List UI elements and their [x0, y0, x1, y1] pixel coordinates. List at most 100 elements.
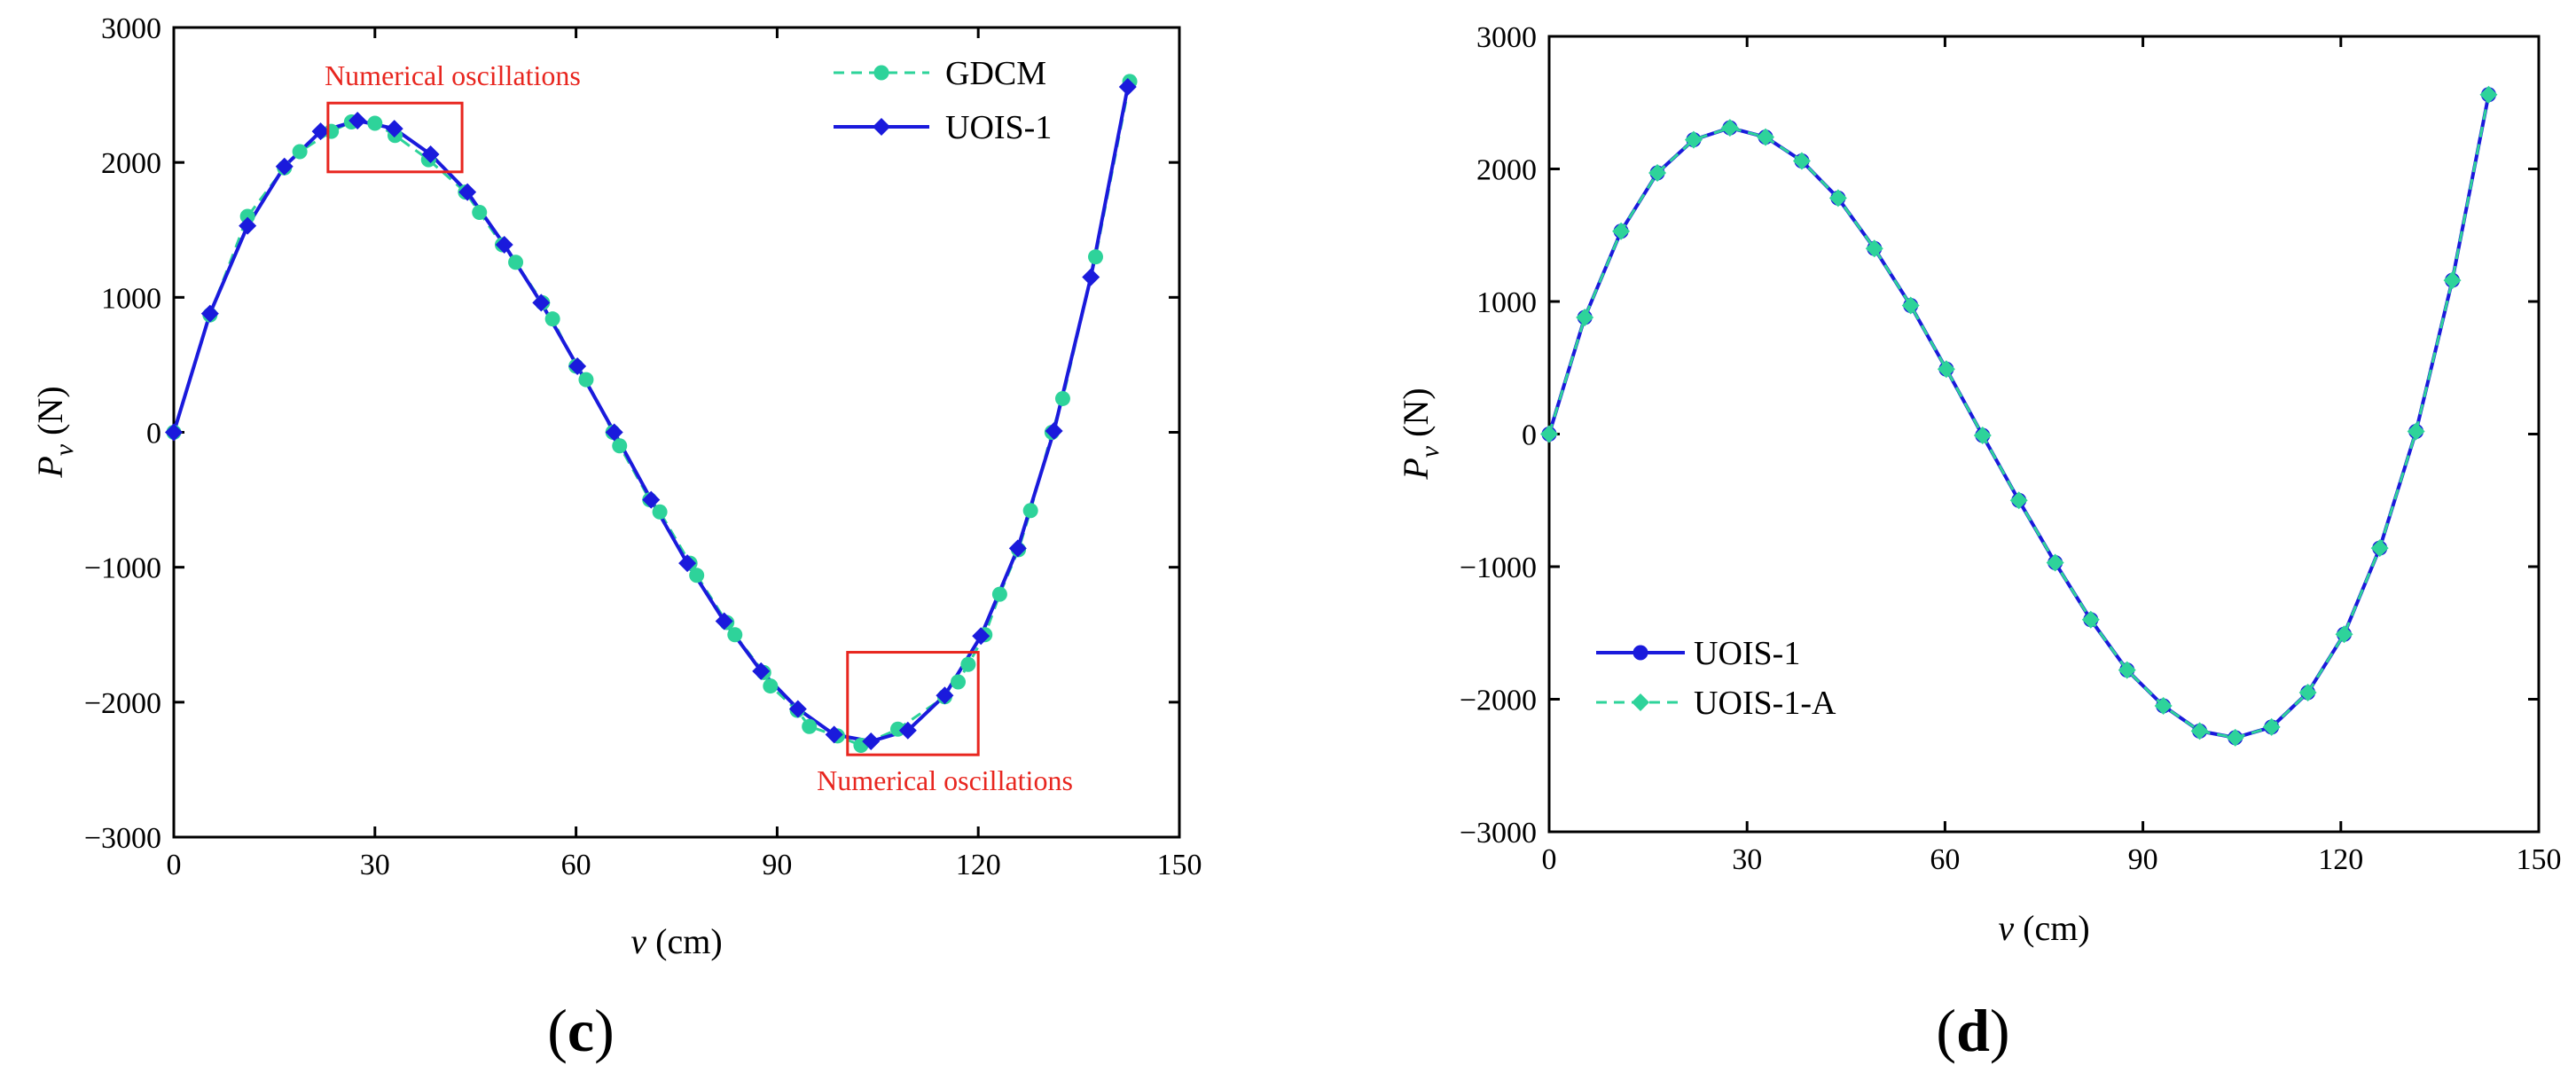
y-tick-label: −2000	[1460, 685, 1537, 717]
data-point-uois-1-a	[1973, 426, 1992, 444]
data-point-uois-1	[200, 304, 219, 323]
data-point-uois-1	[1008, 539, 1027, 558]
x-tick-label: 120	[2318, 843, 2363, 876]
legend-label-uois-1-a: UOIS-1-A	[1694, 685, 1836, 722]
data-point-uois-1-a	[2118, 661, 2136, 679]
data-point-uois-1-a	[2226, 728, 2244, 747]
data-point-uois-1-a	[2190, 722, 2209, 740]
oscillation-annotation-label: Numerical oscillations	[325, 59, 581, 91]
data-point-gdcm	[991, 586, 1007, 602]
data-point-uois-1-a	[2479, 85, 2498, 104]
data-point-gdcm	[1054, 390, 1070, 406]
data-point-uois-1	[972, 627, 990, 646]
annotation-layer: Numerical oscillations Numerical oscillat…	[325, 59, 1073, 796]
data-point-gdcm	[960, 656, 976, 672]
y-tick-label: −3000	[1460, 817, 1537, 850]
data-point-gdcm	[367, 115, 383, 131]
data-point-uois-1-a	[1792, 152, 1811, 170]
panel-d-chart: 0 30 60 90 120 150 −3000 −2000 −1000 0 1000 2000 300…	[1396, 21, 2562, 1064]
data-point-gdcm	[1022, 503, 1038, 519]
axis-ticks: 0 30 60 90 120 150 −3000 −2000 −1000 0 1000 2000 300…	[84, 12, 1202, 881]
data-point-gdcm	[544, 311, 560, 327]
legend-label-uois-1: UOIS-1	[1694, 635, 1800, 672]
data-point-uois-1-a	[1648, 163, 1667, 182]
x-tick-label: 120	[956, 849, 1001, 881]
data-point-uois-1-a	[2370, 539, 2389, 558]
data-point-uois-1-a	[1684, 130, 1703, 149]
data-point-uois-1	[752, 662, 771, 680]
data-point-uois-1	[421, 145, 440, 164]
legend: UOIS-1 UOIS-1-A	[1596, 635, 1836, 722]
data-point-uois-1-a	[1937, 360, 1955, 379]
data-point-uois-1-a	[2443, 271, 2462, 290]
y-axis-unit: (N)	[1396, 388, 1436, 446]
data-point-uois-1-a	[2262, 717, 2281, 736]
series-line-uois-1-a	[1547, 94, 2490, 740]
series-line-uois-1	[172, 86, 1130, 743]
data-point-uois-1	[348, 111, 367, 129]
data-point-uois-1-a	[1865, 239, 1883, 258]
data-point-uois-1-a	[1540, 425, 1558, 443]
y-tick-label: 3000	[1476, 21, 1537, 54]
data-point-uois-1	[1082, 268, 1100, 286]
x-tick-label: 90	[2128, 843, 2158, 876]
data-point-gdcm	[802, 718, 818, 734]
data-point-gdcm	[578, 372, 594, 388]
data-point-uois-1	[239, 216, 257, 235]
data-point-gdcm	[292, 144, 308, 160]
series-layer	[1540, 85, 2498, 747]
panel-label-c: (c)	[547, 997, 615, 1064]
x-tick-label: 90	[762, 849, 792, 881]
data-point-uois-1	[898, 721, 917, 740]
data-point-gdcm	[472, 204, 488, 220]
x-tick-label: 60	[561, 849, 591, 881]
legend-marker-uois-1	[873, 118, 890, 136]
data-point-uois-1-a	[2335, 625, 2353, 644]
axis-ticks: 0 30 60 90 120 150 −3000 −2000 −1000 0 1000 2000 300…	[1460, 21, 2562, 876]
data-point-uois-1-a	[1720, 119, 1739, 137]
data-point-uois-1-a	[2081, 610, 2100, 629]
x-tick-label: 30	[360, 849, 390, 881]
data-point-uois-1	[715, 612, 733, 630]
y-axis-variable: P	[1396, 458, 1436, 480]
y-axis-variable: P	[30, 456, 70, 478]
data-point-gdcm	[727, 627, 743, 643]
data-point-gdcm	[508, 255, 524, 270]
data-point-uois-1	[605, 423, 623, 442]
data-point-uois-1	[458, 183, 477, 201]
data-point-gdcm	[652, 504, 668, 520]
data-point-gdcm	[612, 438, 628, 454]
y-tick-label: 2000	[101, 147, 161, 180]
y-tick-label: 2000	[1476, 154, 1537, 187]
data-point-uois-1	[825, 725, 843, 744]
y-tick-label: −3000	[84, 822, 161, 855]
x-tick-label: 60	[1930, 843, 1960, 876]
panel-label-d: (d)	[1936, 997, 2009, 1064]
data-point-uois-1	[568, 356, 587, 375]
data-point-gdcm	[239, 208, 255, 224]
data-point-uois-1-a	[1901, 296, 1920, 315]
series-layer	[165, 74, 1138, 754]
x-tick-label: 0	[167, 849, 182, 881]
y-tick-label: 0	[1522, 419, 1537, 452]
series-line-uois-1	[1547, 94, 2491, 740]
panel-c-chart: 0 30 60 90 120 150 −3000 −2000 −1000 0 1000 2000 300…	[30, 12, 1202, 1064]
data-point-uois-1	[936, 686, 954, 705]
x-axis-title: v (cm)	[1998, 908, 2089, 948]
x-tick-label: 0	[1542, 843, 1557, 876]
y-axis-unit: (N)	[30, 386, 70, 444]
data-point-uois-1	[788, 700, 807, 718]
y-tick-label: 1000	[1476, 286, 1537, 319]
y-tick-label: −1000	[84, 552, 161, 585]
x-axis-unit: (cm)	[2014, 908, 2090, 948]
data-point-uois-1-a	[2009, 491, 2028, 510]
y-tick-label: 1000	[101, 282, 161, 315]
data-point-uois-1	[311, 122, 330, 141]
data-point-uois-1	[275, 157, 294, 176]
data-point-uois-1	[642, 490, 661, 509]
oscillation-highlight-box	[326, 101, 464, 174]
legend: GDCM UOIS-1	[834, 55, 1052, 146]
y-axis-title: Pv (N)	[1396, 388, 1445, 480]
x-axis-unit: (cm)	[646, 921, 723, 961]
